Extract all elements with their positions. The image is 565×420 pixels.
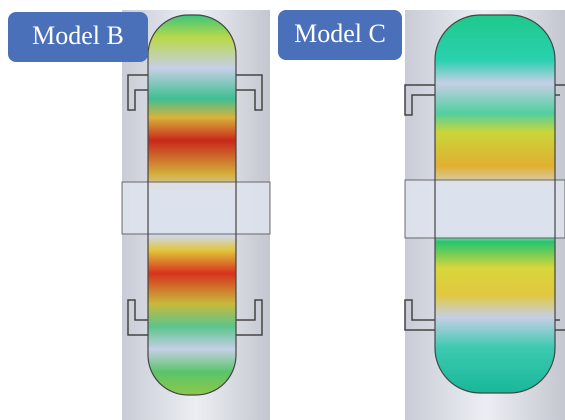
model-b-panel: [122, 10, 270, 420]
cross-band: [405, 180, 565, 238]
label-b: Model B: [8, 12, 148, 62]
model-c-panel: [405, 10, 565, 420]
label-text: Model B: [32, 21, 124, 50]
figure: Model B Model C: [0, 0, 565, 420]
cross-band: [122, 182, 270, 234]
page: Model B Model C (() => { const data = JS…: [0, 0, 565, 420]
label-text: Model C: [294, 19, 386, 48]
label-c: Model C: [278, 10, 402, 60]
